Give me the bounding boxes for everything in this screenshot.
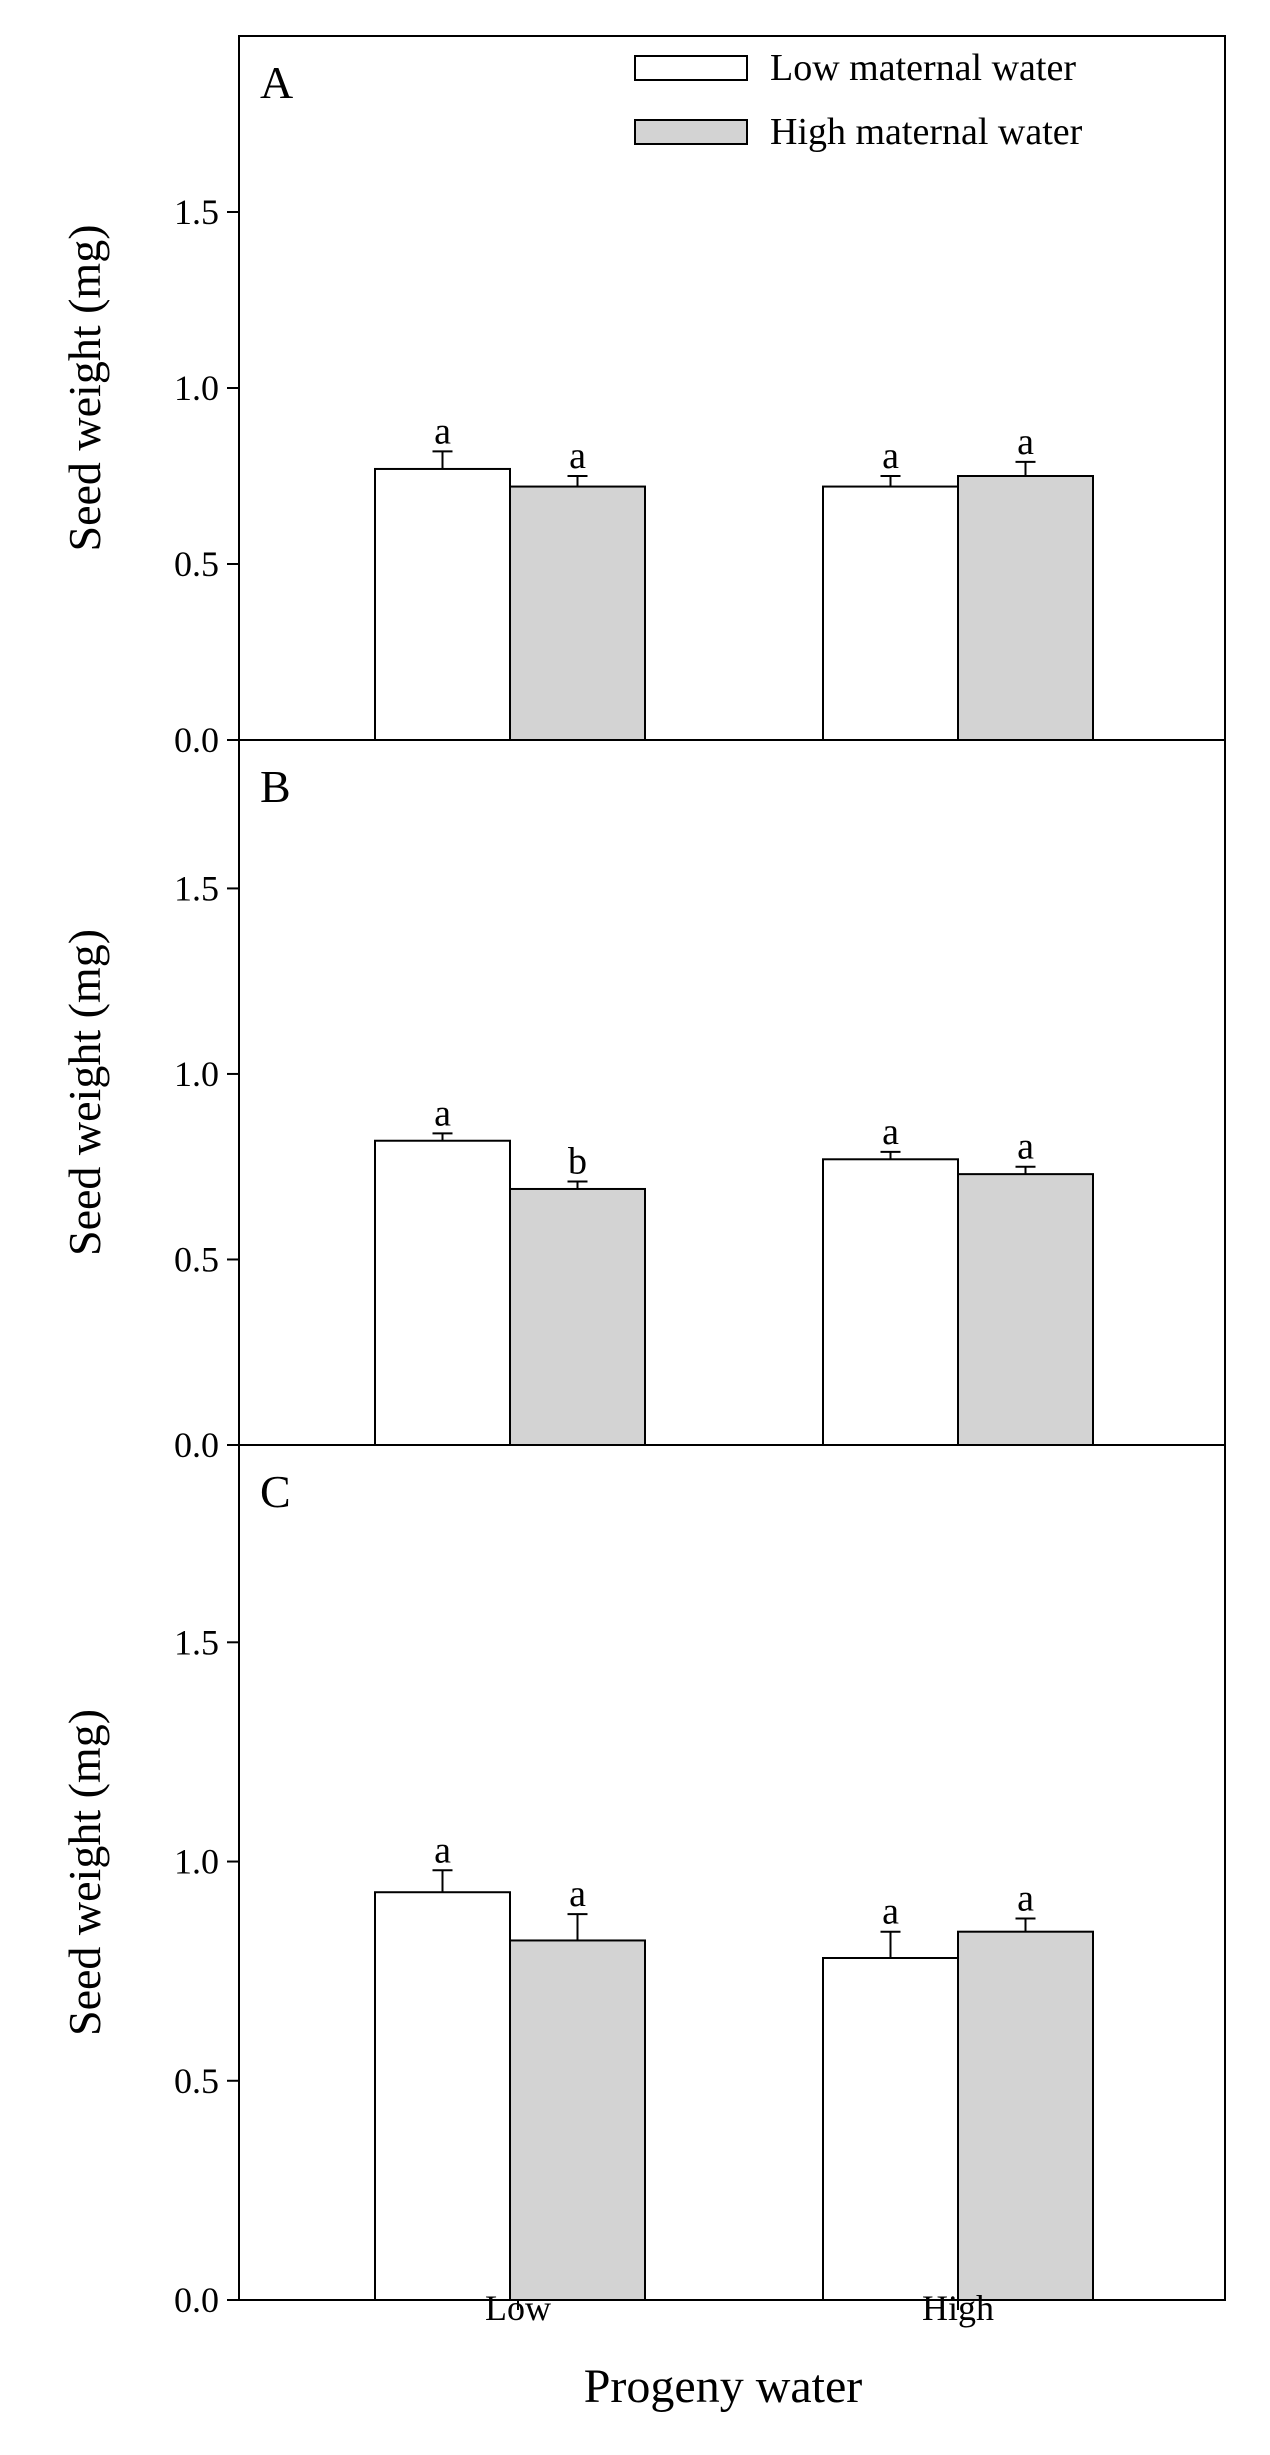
significance-letter: a (434, 410, 451, 452)
significance-letter: a (1017, 1878, 1034, 1920)
bar (374, 1891, 511, 2301)
y-tick-label: 1.5 (174, 868, 219, 908)
bar (509, 1187, 646, 1446)
y-tick-label: 1.0 (174, 368, 219, 408)
y-tick-label: 0.5 (174, 544, 219, 584)
panel-label: A (260, 57, 293, 108)
panel-label: B (260, 761, 291, 812)
legend-swatch-low-maternal (634, 55, 748, 81)
significance-letter: a (1017, 421, 1034, 463)
significance-letter: a (882, 435, 899, 477)
x-tick-label-high: High (922, 2288, 994, 2328)
panels: 0.0 0.5 1.0 1.5 Seed weight (mg) Aa a a a 0.0 0.5 1… (59, 35, 1226, 2320)
y-tick-label: 0.0 (174, 2280, 219, 2320)
panel-label: C (260, 1466, 291, 1517)
bar (822, 1957, 959, 2301)
significance-letter: a (882, 1111, 899, 1153)
legend-swatch-high-maternal (634, 119, 748, 145)
y-tick-label: 1.5 (174, 1622, 219, 1662)
panel-frame-c (238, 1444, 1226, 2301)
significance-letter: a (882, 1891, 899, 1933)
bar (822, 1158, 959, 1446)
bar (374, 1139, 511, 1446)
bar (822, 485, 959, 741)
bar (957, 1930, 1094, 2301)
y-axis-label: Seed weight (mg) (59, 929, 110, 1256)
y-tick-label: 1.5 (174, 192, 219, 232)
y-axis-label: Seed weight (mg) (59, 1709, 110, 2036)
legend-label-low-maternal: Low maternal water (770, 47, 1076, 89)
legend-label-high-maternal: High maternal water (770, 111, 1083, 153)
y-tick-label: 1.0 (174, 1842, 219, 1882)
significance-letter: a (569, 1873, 586, 1915)
significance-letter: a (434, 1829, 451, 1871)
legend: Low maternal water High maternal water (634, 47, 1083, 153)
y-tick-label: 0.0 (174, 720, 219, 760)
significance-letter: a (1017, 1126, 1034, 1168)
y-tick-label: 0.5 (174, 2061, 219, 2101)
bar (374, 467, 511, 741)
y-tick-label: 0.5 (174, 1239, 219, 1279)
significance-letter: b (568, 1141, 587, 1183)
significance-letter: a (569, 435, 586, 477)
y-tick-label: 0.0 (174, 1425, 219, 1465)
bar (509, 1939, 646, 2301)
bar (957, 475, 1094, 741)
significance-letter: a (434, 1092, 451, 1134)
x-axis-label: Progeny water (584, 2360, 863, 2413)
y-tick-label: 1.0 (174, 1054, 219, 1094)
bar (509, 485, 646, 741)
x-tick-label-low: Low (485, 2288, 551, 2328)
y-axis-label: Seed weight (mg) (59, 224, 110, 551)
bar (957, 1173, 1094, 1446)
